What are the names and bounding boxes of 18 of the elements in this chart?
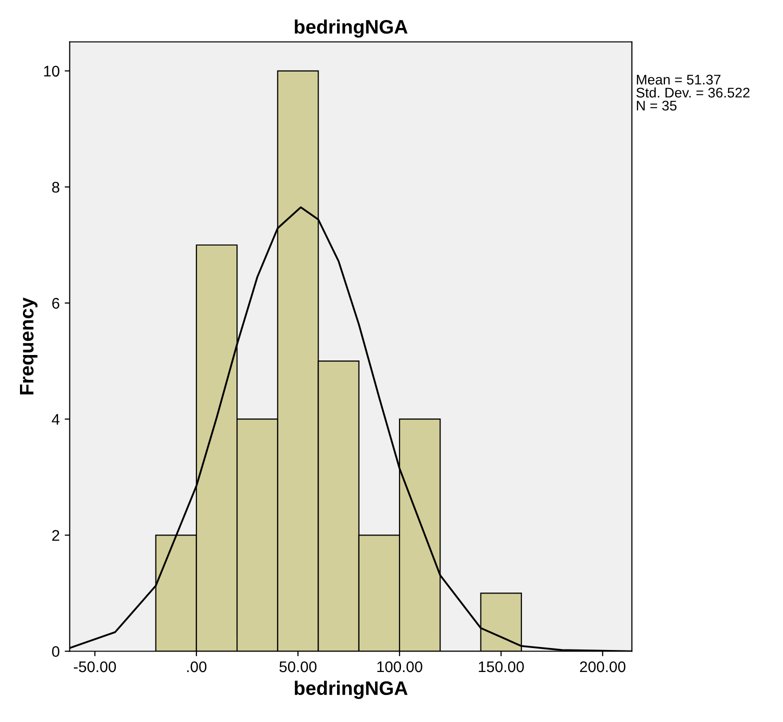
chart-title: bedringNGA <box>294 19 408 38</box>
text: Mean = 51.37 <box>636 74 720 85</box>
text: Std. Dev. = 36.522 <box>636 87 750 98</box>
x-tick-label: -50.00 <box>74 661 116 672</box>
text: N = 35 <box>636 100 677 111</box>
y-tick-label: 8 <box>52 182 60 193</box>
y-axis-title: Frequency <box>20 297 38 394</box>
x-tick-label: 200.00 <box>580 661 626 672</box>
x-tick-label: 100.00 <box>377 661 422 672</box>
x-tick-label: 50.00 <box>279 661 316 672</box>
x-axis-title: bedringNGA <box>294 680 408 699</box>
y-tick-label: 6 <box>52 298 60 309</box>
x-tick-label: .00 <box>187 661 206 672</box>
x-tick-label: 150.00 <box>478 661 524 672</box>
y-tick-label: 4 <box>52 414 60 425</box>
y-tick-label: 10 <box>44 66 60 77</box>
y-tick-label: 0 <box>52 646 60 657</box>
y-tick-label: 2 <box>52 530 60 541</box>
